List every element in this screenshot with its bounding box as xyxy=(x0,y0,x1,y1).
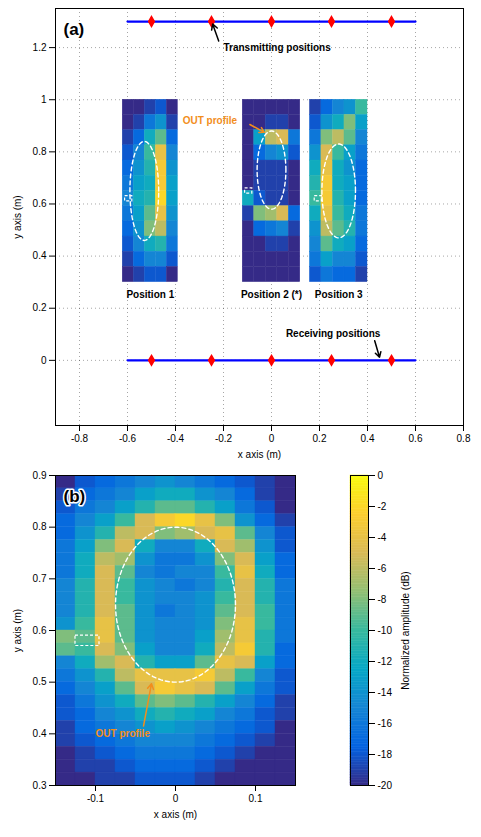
svg-text:1.2: 1.2 xyxy=(33,42,47,53)
svg-text:0.7: 0.7 xyxy=(33,573,47,584)
svg-text:-0.1: -0.1 xyxy=(87,793,105,804)
svg-text:0.9: 0.9 xyxy=(33,470,47,481)
svg-text:-0.4: -0.4 xyxy=(167,433,185,444)
svg-text:0.6: 0.6 xyxy=(33,198,47,209)
svg-text:y axis (m): y axis (m) xyxy=(12,609,23,652)
svg-text:0.5: 0.5 xyxy=(33,676,47,687)
svg-text:y axis (m): y axis (m) xyxy=(12,195,23,238)
svg-text:Position 3: Position 3 xyxy=(315,289,363,300)
svg-text:-12: -12 xyxy=(378,656,393,667)
svg-text:OUT profile: OUT profile xyxy=(96,728,151,739)
svg-text:x axis (m): x axis (m) xyxy=(238,449,281,460)
svg-text:-14: -14 xyxy=(378,687,393,698)
svg-text:(a): (a) xyxy=(64,20,85,39)
svg-text:0.1: 0.1 xyxy=(249,793,263,804)
svg-text:0.4: 0.4 xyxy=(361,433,375,444)
svg-text:-10: -10 xyxy=(378,625,393,636)
svg-text:x axis (m): x axis (m) xyxy=(154,809,197,820)
svg-text:Normalized amplitude (dB): Normalized amplitude (dB) xyxy=(400,571,411,689)
svg-text:0.2: 0.2 xyxy=(33,302,47,313)
svg-text:0: 0 xyxy=(173,793,179,804)
svg-text:-6: -6 xyxy=(378,563,387,574)
svg-text:(b): (b) xyxy=(64,487,86,506)
svg-text:0.4: 0.4 xyxy=(33,728,47,739)
svg-text:0: 0 xyxy=(378,470,384,481)
svg-text:0.4: 0.4 xyxy=(33,250,47,261)
svg-text:Position 1: Position 1 xyxy=(126,289,174,300)
svg-text:-4: -4 xyxy=(378,532,387,543)
svg-text:0.8: 0.8 xyxy=(457,433,471,444)
svg-text:0: 0 xyxy=(41,355,47,366)
svg-text:-2: -2 xyxy=(378,501,387,512)
svg-text:-20: -20 xyxy=(378,780,393,791)
svg-text:0.6: 0.6 xyxy=(409,433,423,444)
svg-text:Position 2 (*): Position 2 (*) xyxy=(241,289,302,300)
svg-text:Transmitting positions: Transmitting positions xyxy=(224,42,332,53)
svg-text:0.8: 0.8 xyxy=(33,146,47,157)
svg-text:-0.6: -0.6 xyxy=(119,433,137,444)
svg-text:0.3: 0.3 xyxy=(33,780,47,791)
svg-text:OUT profile: OUT profile xyxy=(183,115,238,126)
svg-text:0: 0 xyxy=(269,433,275,444)
svg-text:1: 1 xyxy=(41,94,47,105)
svg-text:-16: -16 xyxy=(378,718,393,729)
svg-text:-0.8: -0.8 xyxy=(71,433,89,444)
svg-text:-8: -8 xyxy=(378,594,387,605)
svg-text:0.6: 0.6 xyxy=(33,625,47,636)
svg-text:0.8: 0.8 xyxy=(33,521,47,532)
svg-text:-18: -18 xyxy=(378,749,393,760)
svg-text:Receiving positions: Receiving positions xyxy=(286,328,381,339)
svg-text:-0.2: -0.2 xyxy=(215,433,233,444)
svg-text:0.2: 0.2 xyxy=(313,433,327,444)
